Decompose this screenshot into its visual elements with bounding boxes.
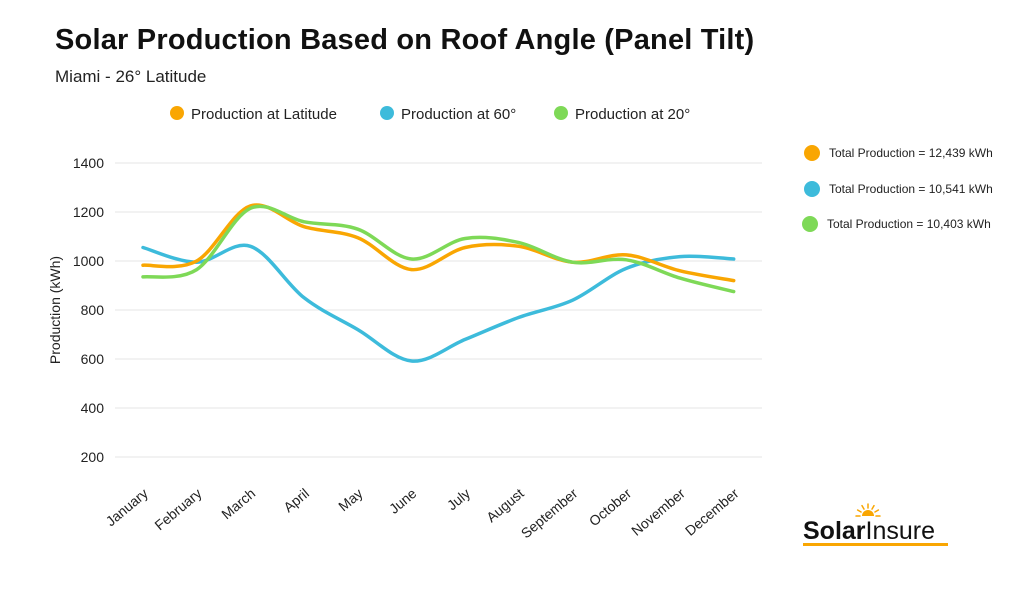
x-tick-label: October <box>586 485 635 529</box>
solarinsure-logo: SolarInsure <box>803 503 948 546</box>
y-tick-label: 1000 <box>73 253 104 269</box>
y-axis-ticks: 200 400 600 800 1000 1200 1400 <box>73 155 104 465</box>
gridlines <box>115 162 762 458</box>
series-line-2 <box>141 204 736 294</box>
series-lines <box>141 203 736 363</box>
x-tick-label: December <box>682 485 742 539</box>
x-tick-label: July <box>444 485 473 513</box>
total-marker <box>804 145 820 161</box>
total-marker <box>804 181 820 197</box>
y-axis-label: Production (kWh) <box>47 256 63 364</box>
legend-label: Production at Latitude <box>191 106 337 123</box>
y-tick-label: 200 <box>81 449 105 465</box>
legend-label: Production at 60° <box>401 106 516 123</box>
x-tick-label: April <box>280 485 312 515</box>
legend-marker <box>554 106 568 120</box>
series-line-1 <box>141 243 736 363</box>
x-tick-label: March <box>218 485 258 522</box>
x-tick-label: June <box>386 485 420 517</box>
legend-label: Production at 20° <box>575 106 690 123</box>
y-tick-label: 1200 <box>73 204 104 220</box>
legend-marker <box>380 106 394 120</box>
x-tick-label: August <box>483 485 527 525</box>
total-label: Total Production = 10,541 kWh <box>829 182 993 196</box>
y-tick-label: 1400 <box>73 155 104 171</box>
logo-underline <box>803 543 948 546</box>
legend-marker <box>170 106 184 120</box>
x-tick-label: January <box>102 485 150 529</box>
x-axis-ticks: January February March April May June July Augu… <box>102 485 741 541</box>
x-tick-label: May <box>335 485 366 514</box>
x-tick-label: February <box>151 485 204 533</box>
logo-text-insure: Insure <box>866 517 935 545</box>
series-line-0 <box>141 203 736 283</box>
y-tick-label: 800 <box>81 302 105 318</box>
totals-legend: Total Production = 12,439 kWh Total Produ… <box>802 145 993 232</box>
chart-title: Solar Production Based on Roof Angle (Pa… <box>55 24 755 56</box>
total-label: Total Production = 10,403 kWh <box>827 217 991 231</box>
series-legend: Production at Latitude Production at 60° P… <box>170 106 690 123</box>
x-tick-label: November <box>628 485 688 539</box>
total-marker <box>802 216 818 232</box>
x-tick-label: September <box>518 485 581 541</box>
sun-icon <box>855 503 881 517</box>
total-label: Total Production = 12,439 kWh <box>829 146 993 160</box>
logo-text-solar: Solar <box>803 517 866 545</box>
y-tick-label: 400 <box>81 400 105 416</box>
svg-text:SolarInsure: SolarInsure <box>803 517 935 545</box>
y-tick-label: 600 <box>81 351 105 367</box>
chart-subtitle: Miami - 26° Latitude <box>55 67 207 86</box>
